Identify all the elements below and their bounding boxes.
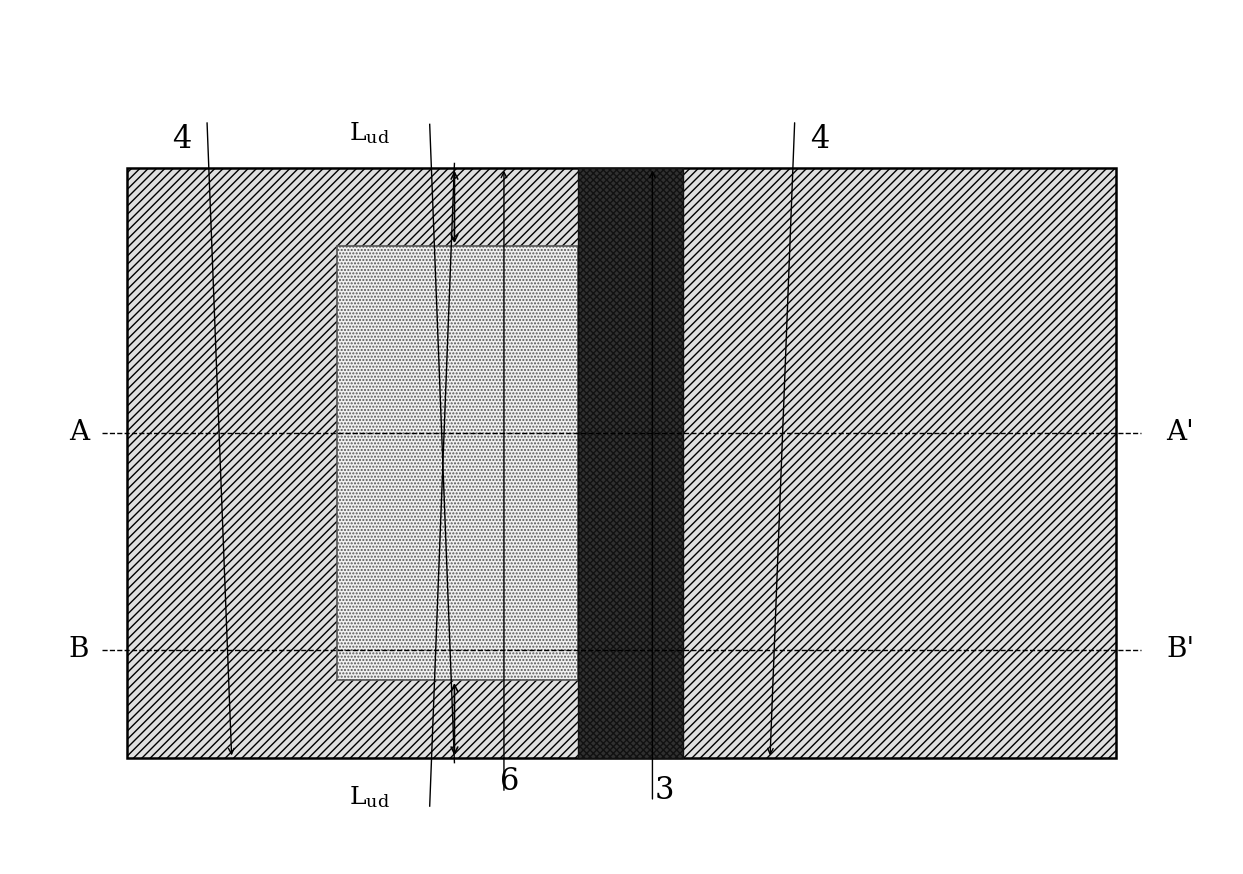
Text: $\mathregular{L_{ud}}$: $\mathregular{L_{ud}}$ — [349, 120, 390, 146]
Text: A': A' — [1166, 420, 1193, 446]
Text: 6: 6 — [501, 766, 520, 797]
Text: B': B' — [1166, 636, 1195, 663]
Bar — [578, 168, 684, 759]
Text: $\mathregular{L_{ud}}$: $\mathregular{L_{ud}}$ — [349, 785, 390, 810]
Bar — [127, 168, 1116, 759]
Text: 4: 4 — [173, 124, 191, 156]
Text: 3: 3 — [655, 775, 675, 806]
Bar — [337, 246, 578, 680]
Text: B: B — [68, 636, 89, 663]
Text: A: A — [70, 420, 89, 446]
Text: 4: 4 — [810, 124, 829, 156]
